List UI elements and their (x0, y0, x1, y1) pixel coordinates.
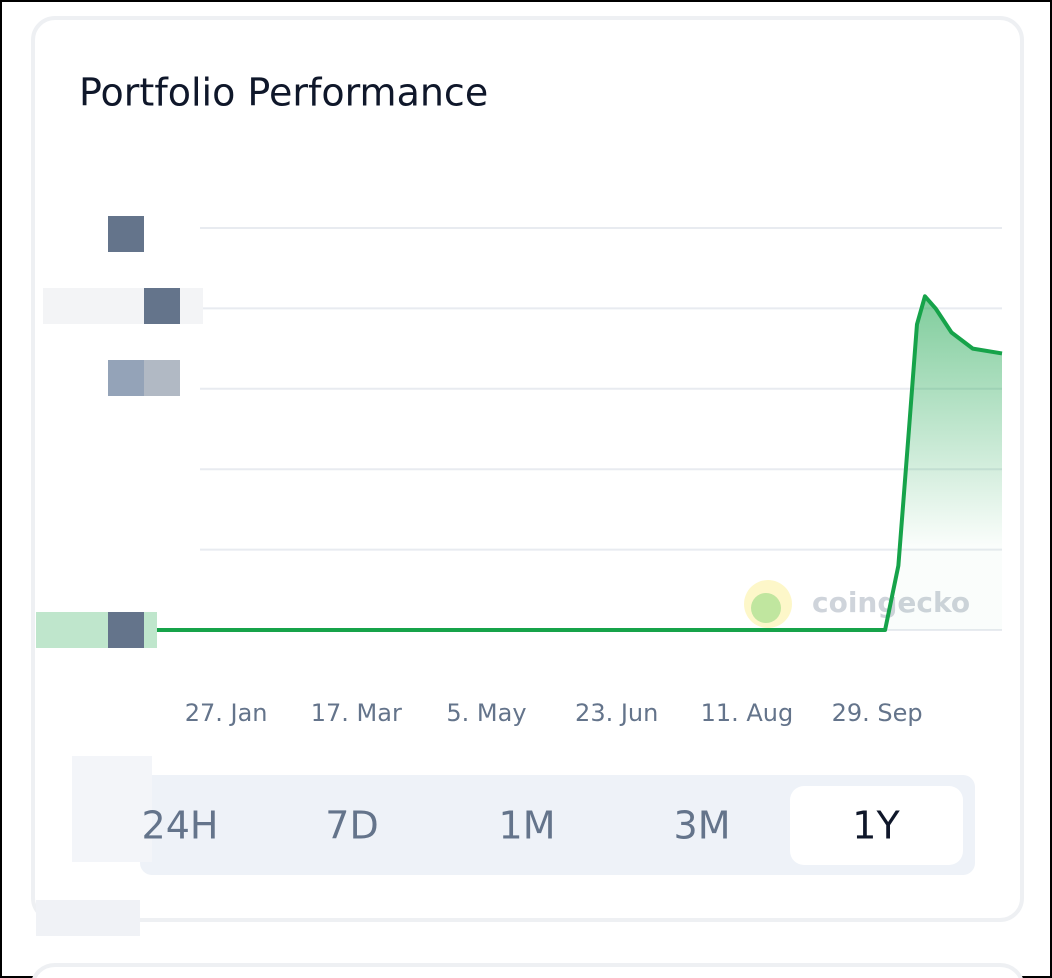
range-button[interactable]: 3M (674, 804, 731, 848)
chart: 27. Jan 17. Mar 5. May 23. Jun 11. Aug 29. Se… (157, 227, 1003, 727)
range-button[interactable]: 24H (142, 804, 219, 848)
range-button[interactable]: 1Y (852, 804, 900, 848)
watermark-logo (751, 593, 781, 623)
x-tick-label: 29. Sep (832, 699, 923, 727)
x-tick-label: 23. Jun (575, 699, 658, 727)
redaction (108, 216, 144, 252)
range-buttons: 24H 7D 1M 3M 1Y (142, 786, 963, 865)
x-tick-label: 17. Mar (311, 699, 402, 727)
range-button[interactable]: 7D (325, 804, 378, 848)
redaction (108, 360, 144, 396)
redaction (144, 288, 180, 324)
redaction (72, 756, 152, 862)
line (157, 294, 1003, 632)
redaction (144, 360, 180, 396)
card-title: Portfolio Performance (79, 71, 488, 115)
redaction (108, 612, 144, 648)
range-button[interactable]: 1M (499, 804, 556, 848)
redaction (36, 900, 140, 936)
x-tick-label: 27. Jan (185, 699, 268, 727)
next-card (32, 963, 1023, 978)
range-button-active[interactable] (790, 786, 963, 865)
x-tick-label: 11. Aug (701, 699, 794, 727)
x-tick-label: 5. May (446, 699, 526, 727)
range-bar (140, 775, 975, 875)
